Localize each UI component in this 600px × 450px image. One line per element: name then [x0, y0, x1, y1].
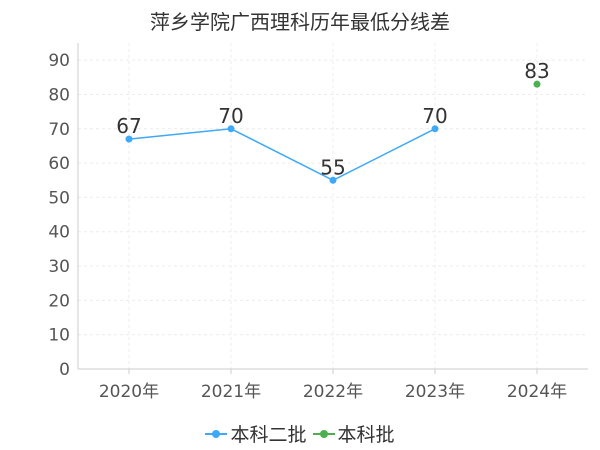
y-tick-label: 10 [48, 326, 70, 346]
x-tick-label: 2021年 [201, 382, 261, 402]
label-layer: 67 70 55 70 83 [116, 59, 549, 179]
y-tick-label: 90 [48, 51, 70, 71]
y-tick-label: 0 [59, 360, 70, 380]
data-label: 70 [218, 104, 243, 128]
legend-marker-icon [312, 428, 335, 440]
legend-label: 本科二批 [230, 424, 307, 446]
x-tick-label: 2023年 [405, 382, 465, 402]
y-tick-label: 30 [48, 257, 70, 277]
axis-layer: 0 10 20 30 40 50 60 70 80 90 2020年 2021年 2022年 2023年 2… [48, 43, 588, 402]
y-tick-label: 50 [48, 188, 70, 208]
y-tick-label: 20 [48, 291, 70, 311]
y-tick-label: 80 [48, 85, 70, 105]
y-tick-label: 60 [48, 154, 70, 174]
data-label: 55 [320, 155, 345, 179]
data-label: 70 [422, 104, 447, 128]
legend-item[interactable]: 本科二批 [205, 420, 307, 447]
x-tick-label: 2024年 [507, 382, 567, 402]
x-tick-label: 2020年 [99, 382, 159, 402]
x-tick-label: 2022年 [303, 382, 363, 402]
series-layer [125, 80, 541, 184]
data-point [125, 135, 133, 143]
y-tick-label: 40 [48, 223, 70, 243]
data-point [329, 176, 337, 184]
data-label: 67 [116, 114, 141, 138]
legend-item[interactable]: 本科批 [312, 420, 395, 447]
data-point [431, 125, 439, 133]
legend-marker-icon [205, 428, 228, 440]
data-point [227, 125, 235, 133]
chart-title: 萍乡学院广西理科历年最低分线差 [150, 10, 450, 34]
legend-label: 本科批 [337, 424, 395, 446]
chart-legend: 本科二批 本科批 [0, 420, 600, 447]
series-line [128, 128, 436, 182]
data-label: 83 [524, 59, 549, 83]
grid-layer [78, 43, 588, 369]
y-tick-label: 70 [48, 120, 70, 140]
data-point [533, 80, 541, 88]
